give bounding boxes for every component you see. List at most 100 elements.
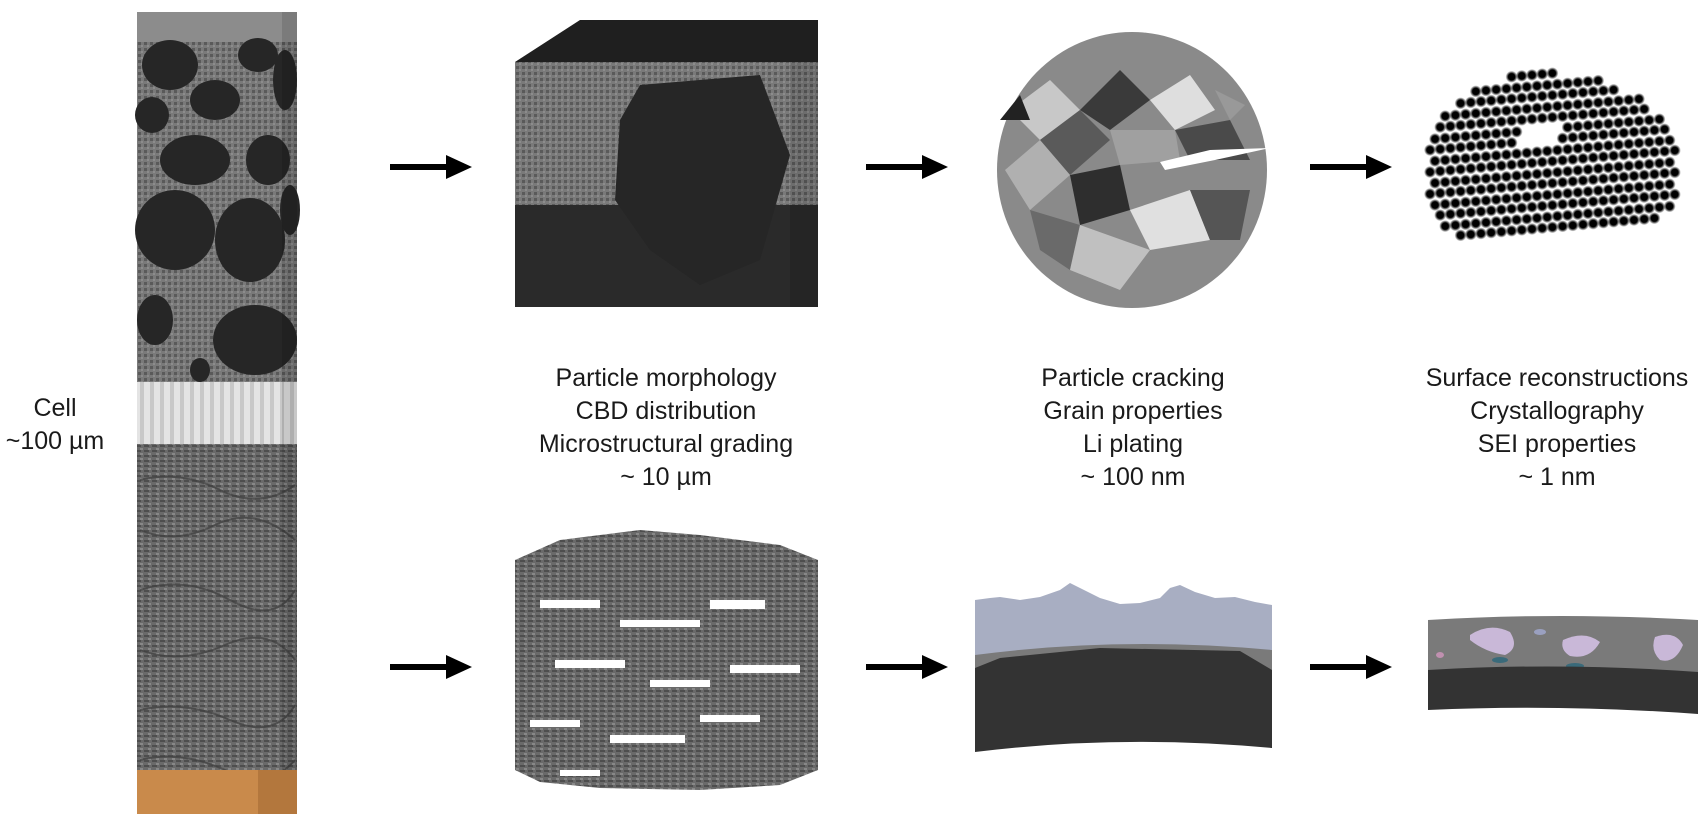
- cell-label-line2: ~100 µm: [5, 427, 105, 455]
- lattice-atom: [1500, 104, 1513, 117]
- lattice-atom: [1490, 215, 1503, 228]
- lattice-atom: [1439, 176, 1452, 189]
- lattice-atom: [1602, 183, 1615, 196]
- lattice-atom: [1464, 184, 1477, 197]
- lattice-atom: [1561, 77, 1574, 90]
- lattice-atom: [1469, 151, 1482, 164]
- arrows-top: [390, 155, 1392, 179]
- lattice-atom: [1536, 90, 1549, 103]
- lattice-atom: [1628, 214, 1640, 226]
- lattice-atom: [1485, 116, 1498, 129]
- anode-region: [137, 444, 297, 784]
- lattice-atom: [1444, 142, 1457, 155]
- lattice-atom: [1526, 157, 1538, 169]
- lattice-atom: [1439, 110, 1452, 123]
- lattice-atom: [1546, 221, 1559, 234]
- lattice-atom: [1515, 113, 1528, 126]
- lattice-atom: [1663, 134, 1676, 147]
- lattice-atom: [1648, 168, 1661, 181]
- lattice-atom: [1566, 87, 1579, 100]
- lattice-atom: [1561, 143, 1574, 156]
- lattice-atom: [1587, 195, 1600, 208]
- lattice-atom: [1633, 93, 1645, 105]
- lattice-atom: [1628, 126, 1640, 138]
- stage-label-line: Particle morphology: [555, 364, 777, 392]
- lattice-atom: [1449, 197, 1462, 210]
- lattice-atom: [1566, 219, 1579, 232]
- lattice-atom: [1658, 123, 1671, 136]
- lattice-atom: [1648, 146, 1661, 159]
- lattice-atom: [1587, 129, 1600, 142]
- lattice-atom: [1571, 164, 1584, 177]
- lattice-atom: [1668, 166, 1681, 179]
- lattice-atom: [1602, 205, 1615, 218]
- lattice-atom: [1658, 189, 1671, 202]
- lattice-atom: [1510, 169, 1523, 182]
- lattice-atom: [1500, 82, 1513, 95]
- lattice-atom: [1551, 210, 1564, 223]
- stage-label-line: Surface reconstructions: [1425, 364, 1689, 392]
- lattice-atom: [1480, 84, 1492, 97]
- cube-particle: [615, 75, 790, 285]
- lattice-atom: [1485, 94, 1498, 107]
- lattice-atom: [1536, 200, 1549, 213]
- lattice-atom: [1577, 218, 1589, 231]
- lattice-atom: [1485, 204, 1498, 217]
- lattice-atom: [1592, 74, 1605, 87]
- lattice-atom: [1526, 179, 1538, 191]
- lattice-atom: [1551, 166, 1564, 179]
- lattice-atom: [1480, 106, 1492, 119]
- lattice-atom: [1546, 199, 1559, 212]
- lattice-atom: [1510, 103, 1523, 116]
- lattice-atom: [1459, 130, 1472, 143]
- lattice-atom: [1653, 157, 1666, 170]
- stage-label-line: Grain properties: [1043, 397, 1223, 425]
- lattice-atom: [1449, 131, 1462, 144]
- lattice-atom: [1490, 83, 1503, 96]
- lattice-atom: [1464, 228, 1477, 241]
- cell-label-line1: Cell: [33, 394, 77, 422]
- li-plating-section: [975, 583, 1272, 752]
- lattice-atom: [1464, 140, 1477, 153]
- lattice-atom: [1469, 129, 1482, 142]
- lattice-atom: [1526, 223, 1538, 235]
- lattice-atom: [1444, 186, 1457, 199]
- lattice-atom: [1485, 226, 1498, 239]
- cube-edge-shade: [790, 62, 818, 307]
- cathode-particles: [135, 38, 300, 382]
- lattice-atom: [1617, 126, 1630, 139]
- lattice-atom: [1505, 92, 1518, 105]
- lattice-atom: [1628, 170, 1640, 182]
- lattice-atom: [1607, 171, 1620, 184]
- lattice-atom: [1531, 212, 1543, 224]
- lattice-atom: [1444, 164, 1457, 177]
- lattice-atom: [1449, 175, 1462, 188]
- lattice-atom: [1520, 190, 1533, 203]
- lattice-atom: [1617, 192, 1630, 205]
- stage-label-line: Microstructural grading: [538, 430, 794, 458]
- lattice-atom: [1505, 180, 1518, 193]
- anode-cube-outline: [515, 530, 818, 790]
- lattice-atom: [1643, 202, 1656, 215]
- lattice-atom: [1480, 216, 1492, 229]
- lattice-atom: [1577, 130, 1589, 143]
- lattice-atom: [1500, 214, 1513, 227]
- grain-particle: [997, 32, 1270, 308]
- lattice-atom: [1454, 119, 1467, 132]
- lattice-atom: [1469, 107, 1482, 120]
- lattice-atom: [1541, 211, 1554, 224]
- sei-section: [1428, 616, 1698, 714]
- lattice-atom: [1495, 203, 1508, 216]
- lattice-atom: [1556, 198, 1569, 211]
- lattice-atom: [1668, 144, 1681, 157]
- lattice-atom: [1541, 189, 1554, 202]
- lattice-atom: [1622, 137, 1635, 150]
- lattice-atom: [1612, 138, 1625, 151]
- copper-collector-side: [258, 770, 297, 814]
- lattice-atom: [1495, 181, 1508, 194]
- lattice-atom: [1561, 99, 1574, 112]
- lattice-atom: [1571, 120, 1584, 133]
- lattice-atom: [1439, 132, 1452, 145]
- lattice-atom: [1658, 167, 1671, 180]
- stage-label-line: Li plating: [1082, 430, 1184, 458]
